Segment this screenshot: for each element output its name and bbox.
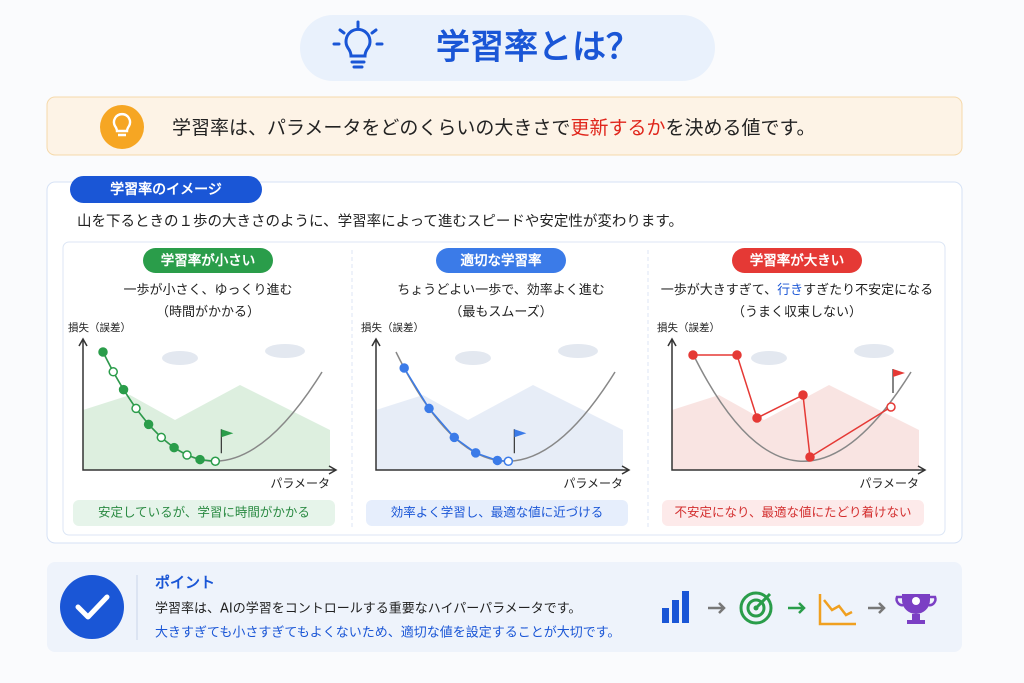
badge-pill	[436, 248, 566, 273]
cloud	[751, 351, 787, 365]
step-point	[798, 390, 808, 400]
summary: 効率よく学習し、最適な値に近づける	[391, 505, 604, 520]
axes	[671, 340, 924, 471]
step-point	[118, 384, 129, 395]
caption: ちょうどよい一歩で、効率よく進む	[397, 282, 604, 298]
step-point	[503, 456, 514, 466]
caption-text: （うまく収束しない）	[732, 305, 862, 320]
summary-pill	[366, 500, 628, 526]
caption-text: 行き	[777, 283, 803, 298]
caption-text: すぎたり不安定になる	[803, 283, 933, 298]
axes	[82, 340, 335, 471]
point-title: ポイント	[155, 574, 215, 592]
point-box	[47, 562, 962, 652]
step-point	[131, 403, 141, 414]
axes	[375, 340, 628, 471]
step-point	[470, 448, 481, 458]
step-point	[399, 363, 409, 373]
step-point	[156, 432, 167, 443]
step-point	[688, 350, 698, 360]
definition-highlight: 更新するか	[570, 117, 665, 139]
image-description: 山を下るときの１歩の大きさのように、学習率によって進むスピードや安定性が変わりま…	[77, 213, 683, 230]
summary: 安定しているが、学習に時間がかかる	[98, 505, 310, 520]
summary: 不安定になり、最適な値にたどり着けない	[674, 505, 911, 520]
title: 学習率とは？	[436, 28, 640, 68]
definition-bulb	[112, 113, 132, 137]
step-point	[752, 413, 762, 423]
badge-pill	[732, 248, 862, 273]
caption-text: 一歩が大きすぎて、	[661, 283, 777, 298]
arrowheads	[371, 337, 631, 475]
cloud	[558, 344, 598, 358]
image-label-pill	[70, 176, 262, 203]
caption: 一歩が小さく、ゆっくり進む	[123, 283, 292, 298]
step-point	[732, 350, 742, 360]
point-line: 学習率は、AIの学習をコントロールする重要なハイパーパラメータです。	[155, 601, 581, 617]
mountain	[376, 385, 623, 470]
x-axis-label: パラメータ	[270, 477, 330, 491]
caption: （うまく収束しない）	[732, 305, 862, 320]
caption-text: 一歩が小さく、ゆっくり進む	[123, 283, 292, 298]
flag	[893, 369, 905, 377]
title-pill	[300, 15, 715, 81]
step-point	[108, 367, 118, 377]
point-line: 大きすぎても小さすぎてもよくないため、適切な値を設定することが大切です。	[155, 625, 620, 641]
badge: 学習率が小さい	[161, 252, 256, 269]
bulb-icon	[332, 20, 384, 69]
definition-icon	[100, 105, 144, 149]
cloud	[854, 344, 894, 358]
caption-text: （時間がかかる）	[156, 305, 260, 320]
step-point	[886, 402, 896, 412]
caption-text: （最もスムーズ）	[449, 304, 552, 320]
flag	[514, 429, 527, 438]
summary-pill	[662, 500, 924, 526]
arrowheads	[667, 337, 927, 475]
y-axis-label: 損失（誤差）	[361, 321, 424, 334]
step-path	[693, 354, 892, 459]
x-axis-label: パラメータ	[563, 477, 623, 491]
badge: 学習率が大きい	[750, 252, 845, 269]
definition-box	[46, 96, 963, 156]
image-label: 学習率のイメージ	[110, 181, 222, 198]
step-point	[195, 454, 205, 465]
caption-text: ちょうどよい一歩で、効率よく進む	[397, 282, 604, 298]
step-point	[98, 347, 108, 357]
check-icon	[60, 575, 124, 639]
flow-icons	[662, 591, 937, 626]
cloud	[455, 351, 491, 365]
definition-text: を決める値です。	[665, 117, 815, 139]
x-axis-label: パラメータ	[859, 477, 919, 491]
definition-text: 学習率は、パラメータをどのくらいの大きさで	[172, 117, 570, 139]
step-path	[102, 351, 216, 462]
caption: （最もスムーズ）	[449, 304, 552, 320]
badge: 適切な学習率	[461, 252, 542, 269]
step-point	[492, 455, 503, 466]
summary-pill	[73, 500, 335, 526]
arrowheads	[78, 337, 338, 475]
step-point	[210, 456, 221, 466]
mountain	[83, 385, 330, 470]
step-point	[449, 432, 460, 443]
step-point	[143, 419, 154, 430]
y-axis-label: 損失（誤差）	[68, 321, 131, 334]
check-mark	[75, 594, 110, 620]
step-point	[805, 452, 815, 462]
badge-pill	[143, 248, 273, 273]
loss-curve	[691, 351, 912, 462]
caption: 一歩が大きすぎて、行きすぎたり不安定になる	[661, 283, 933, 298]
step-point	[424, 403, 434, 414]
definition: 学習率は、パラメータをどのくらいの大きさで更新するかを決める値です。	[172, 117, 816, 139]
cloud	[162, 351, 198, 365]
step-point	[169, 442, 179, 453]
y-axis-label: 損失（誤差）	[657, 321, 720, 334]
step-point	[182, 450, 192, 460]
cloud	[265, 344, 305, 358]
flag	[221, 429, 234, 438]
caption: （時間がかかる）	[156, 305, 260, 320]
mountain	[672, 385, 919, 470]
